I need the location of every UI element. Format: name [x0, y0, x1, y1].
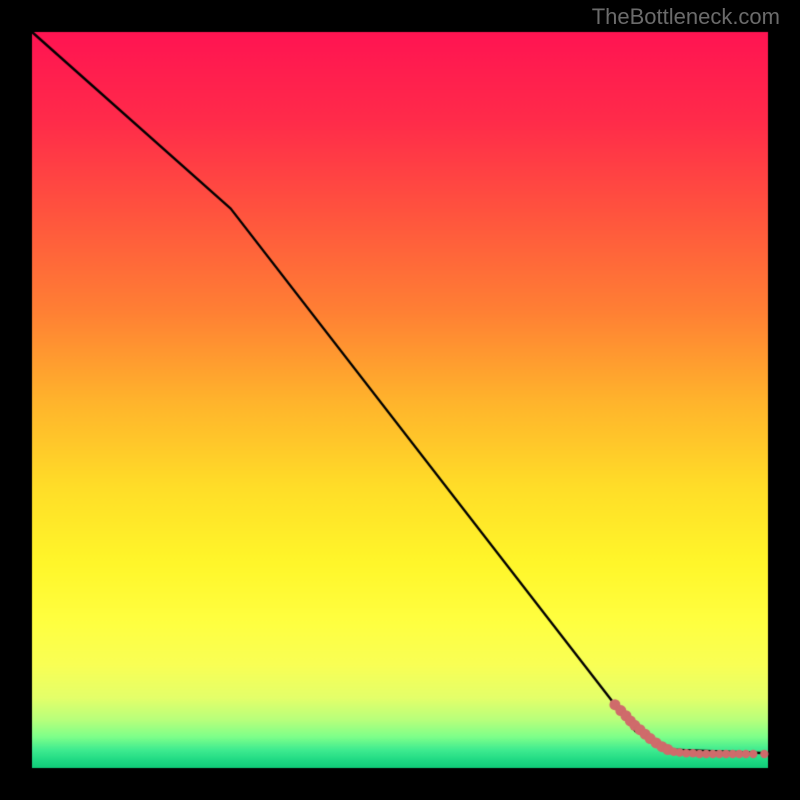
- bottleneck-chart: [0, 0, 800, 800]
- watermark-text: TheBottleneck.com: [592, 4, 780, 30]
